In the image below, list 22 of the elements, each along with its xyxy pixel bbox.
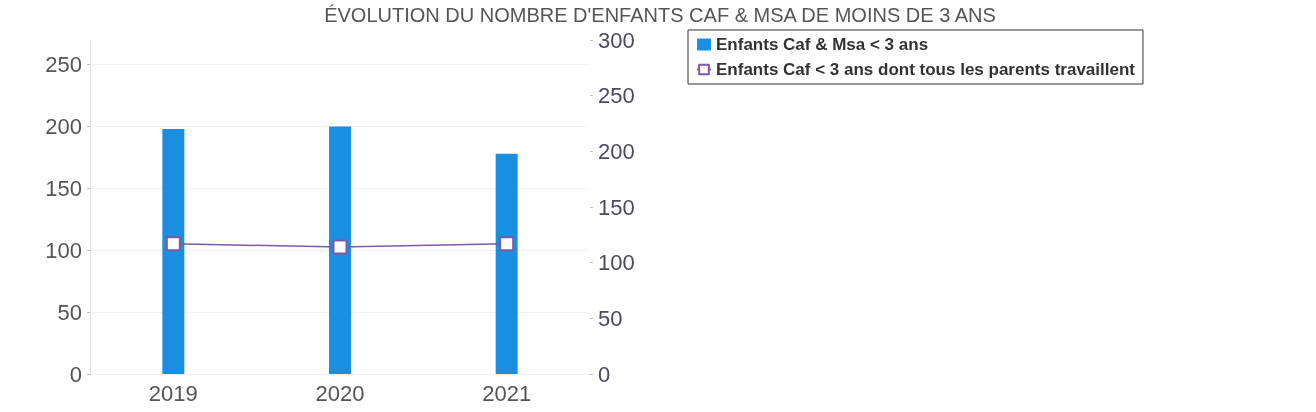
- y2-tick-label: 250: [598, 83, 635, 109]
- y-tick-label: 0: [69, 361, 82, 387]
- legend-label: Enfants Caf & Msa < 3 ans: [716, 35, 929, 54]
- bar: [495, 153, 518, 374]
- y2-tick-label: 300: [598, 27, 635, 53]
- bar: [162, 129, 185, 374]
- legend-label: Enfants Caf < 3 ans dont tous les parents travaillent: [716, 60, 1136, 79]
- bar: [329, 126, 351, 374]
- y2-tick-label: 0: [598, 361, 611, 387]
- x-tick-label: 2020: [315, 380, 365, 406]
- y2-tick-label: 200: [598, 138, 635, 164]
- y-tick-label: 200: [45, 114, 82, 140]
- x-tick-label: 2021: [482, 380, 532, 406]
- x-tick-label: 2019: [148, 380, 198, 406]
- y-tick-label: 150: [45, 175, 82, 201]
- y2-tick-label: 100: [598, 250, 635, 276]
- y2-tick-label: 50: [598, 305, 623, 331]
- y2-tick-label: 150: [598, 194, 635, 220]
- y-tick-label: 50: [57, 299, 82, 325]
- y-tick-label: 100: [45, 237, 82, 263]
- text: ÉVOLUTION DU NOMBRE D'ENFANTS CAF & MSA DE MOINS DE 3 ANS: [324, 4, 996, 26]
- y-tick-label: 250: [45, 52, 82, 78]
